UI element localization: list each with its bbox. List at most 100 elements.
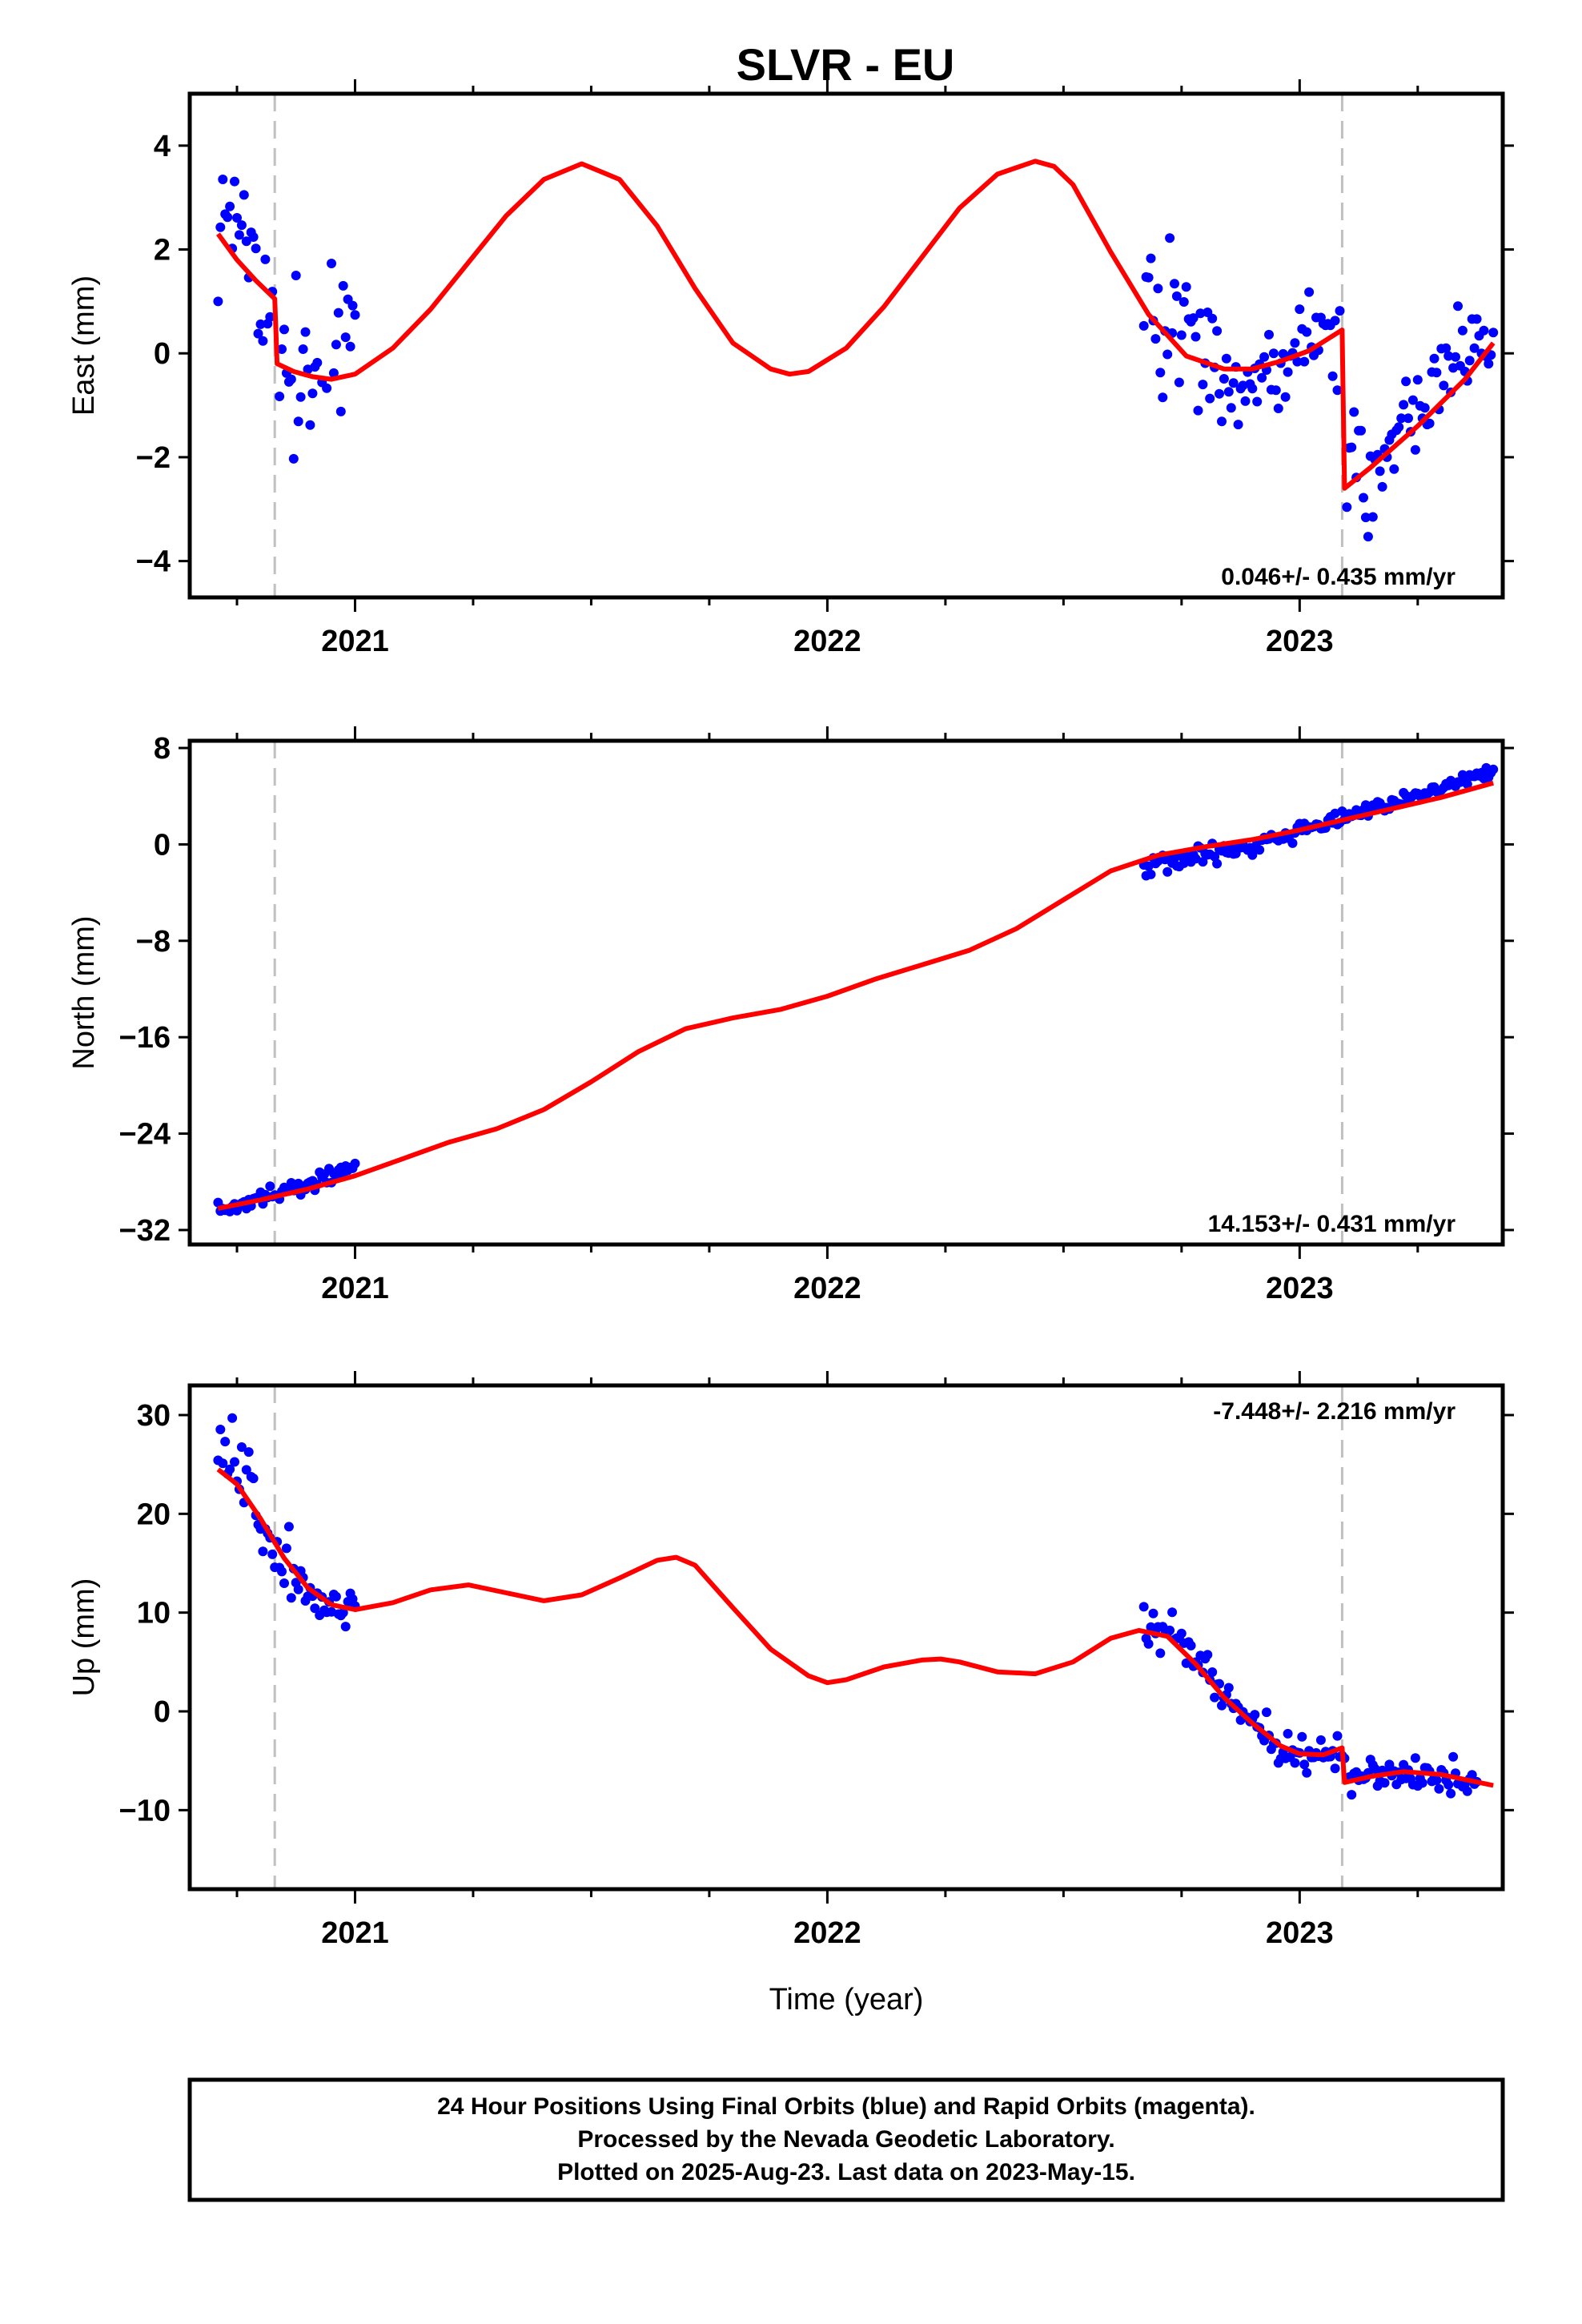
x-tick-label: 2022 bbox=[793, 1916, 861, 1950]
data-point bbox=[1264, 329, 1274, 340]
footer-line-2: Processed by the Nevada Geodetic Laborat… bbox=[577, 2126, 1114, 2153]
data-point bbox=[1174, 377, 1184, 388]
data-point bbox=[265, 1181, 275, 1192]
data-point bbox=[1233, 420, 1243, 430]
data-point bbox=[1356, 425, 1366, 436]
data-point bbox=[1162, 866, 1173, 877]
data-point bbox=[1171, 291, 1182, 301]
y-tick-label: −24 bbox=[119, 1118, 171, 1152]
data-point bbox=[1212, 858, 1223, 869]
panels: −4 −2 0 2 4 2021 2022 2023 East (mm) 0.046+/- 0.4… bbox=[67, 79, 1514, 2016]
data-point bbox=[1203, 1650, 1213, 1660]
x-tick-label: 2023 bbox=[1266, 1272, 1334, 1305]
y-tick-label: 0 bbox=[154, 1695, 171, 1729]
data-point bbox=[227, 1413, 238, 1423]
data-point bbox=[1195, 308, 1206, 319]
data-point bbox=[338, 280, 348, 291]
data-point bbox=[1412, 375, 1423, 385]
data-point bbox=[1377, 481, 1387, 492]
data-point bbox=[1297, 1731, 1307, 1742]
data-point bbox=[291, 271, 301, 280]
data-point bbox=[258, 1546, 268, 1557]
panel-frame bbox=[187, 738, 1505, 1247]
panel-east: −4 −2 0 2 4 2021 2022 2023 East (mm) 0.046+/- 0.4… bbox=[67, 79, 1514, 658]
data-point bbox=[1150, 334, 1161, 344]
data-point bbox=[225, 201, 235, 211]
model-curve bbox=[217, 780, 1495, 1211]
y-tick-label: 30 bbox=[137, 1399, 171, 1433]
data-point bbox=[322, 383, 332, 393]
data-point bbox=[241, 1465, 251, 1475]
velocity-rate-label: -7.448+/- 2.216 mm/yr bbox=[1213, 1398, 1456, 1425]
data-point bbox=[1467, 1770, 1477, 1780]
y-tick-label: 0 bbox=[154, 337, 171, 371]
data-point bbox=[1446, 1788, 1456, 1799]
data-point bbox=[215, 1425, 226, 1434]
x-tick-label: 2021 bbox=[321, 1916, 389, 1950]
data-point bbox=[248, 232, 259, 242]
panel-north: −32 −24 −16 −8 0 8 2021 2022 2023 North (mm) 14.15… bbox=[67, 726, 1514, 1305]
data-point bbox=[1165, 1625, 1175, 1635]
data-point bbox=[239, 190, 249, 200]
data-point bbox=[1219, 374, 1229, 384]
data-point bbox=[1347, 442, 1357, 452]
y-tick-label: 4 bbox=[154, 130, 171, 163]
data-point bbox=[253, 328, 263, 339]
data-point bbox=[1302, 1767, 1312, 1778]
footer-line-1: 24 Hour Positions Using Final Orbits (bl… bbox=[437, 2093, 1255, 2120]
data-point bbox=[220, 1437, 231, 1447]
data-point bbox=[1290, 1758, 1300, 1768]
data-point bbox=[1165, 233, 1175, 243]
x-axis-label: Time (year) bbox=[769, 1983, 924, 2016]
data-point bbox=[1262, 1707, 1271, 1718]
data-point bbox=[1330, 1763, 1340, 1774]
data-point bbox=[1431, 368, 1442, 378]
data-point bbox=[232, 213, 242, 223]
data-point bbox=[1332, 385, 1343, 396]
data-point bbox=[1299, 356, 1310, 367]
data-point bbox=[293, 416, 303, 427]
data-point bbox=[1424, 418, 1435, 428]
data-point bbox=[1207, 1667, 1218, 1677]
data-point bbox=[1403, 413, 1413, 424]
data-point bbox=[1462, 1786, 1472, 1796]
data-point bbox=[1283, 1728, 1293, 1739]
data-point bbox=[1359, 493, 1368, 503]
data-point bbox=[1240, 396, 1251, 406]
data-point bbox=[340, 332, 351, 343]
data-point bbox=[1441, 343, 1452, 353]
data-point bbox=[1401, 376, 1411, 387]
data-point bbox=[1250, 1710, 1260, 1720]
data-point bbox=[1143, 272, 1154, 283]
data-point bbox=[1186, 1640, 1196, 1651]
data-point bbox=[350, 310, 360, 320]
data-point bbox=[1252, 396, 1263, 407]
data-point bbox=[1170, 279, 1179, 289]
y-tick-label: 0 bbox=[154, 828, 171, 862]
y-tick-label: 10 bbox=[137, 1597, 171, 1630]
data-point bbox=[338, 1607, 348, 1618]
data-point bbox=[1335, 306, 1345, 316]
data-point bbox=[1419, 403, 1430, 413]
velocity-rate-label: 14.153+/- 0.431 mm/yr bbox=[1208, 1211, 1456, 1237]
data-point bbox=[1429, 353, 1439, 364]
data-point bbox=[230, 1457, 239, 1467]
data-point bbox=[331, 340, 341, 350]
data-point bbox=[1410, 444, 1420, 455]
data-point bbox=[1302, 327, 1312, 337]
data-point bbox=[218, 175, 228, 184]
data-point bbox=[1360, 513, 1371, 523]
data-point bbox=[1247, 384, 1258, 394]
data-point bbox=[1472, 314, 1482, 324]
data-point bbox=[293, 1584, 303, 1594]
y-tick-label: 20 bbox=[137, 1498, 171, 1531]
data-point bbox=[1431, 1775, 1442, 1785]
data-point bbox=[1315, 1735, 1326, 1745]
data-point bbox=[1330, 316, 1340, 326]
data-point bbox=[248, 1474, 259, 1484]
data-point bbox=[298, 344, 308, 354]
data-point bbox=[335, 406, 346, 416]
data-point bbox=[1238, 380, 1248, 391]
data-point bbox=[1448, 1751, 1459, 1762]
data-point bbox=[255, 319, 266, 329]
